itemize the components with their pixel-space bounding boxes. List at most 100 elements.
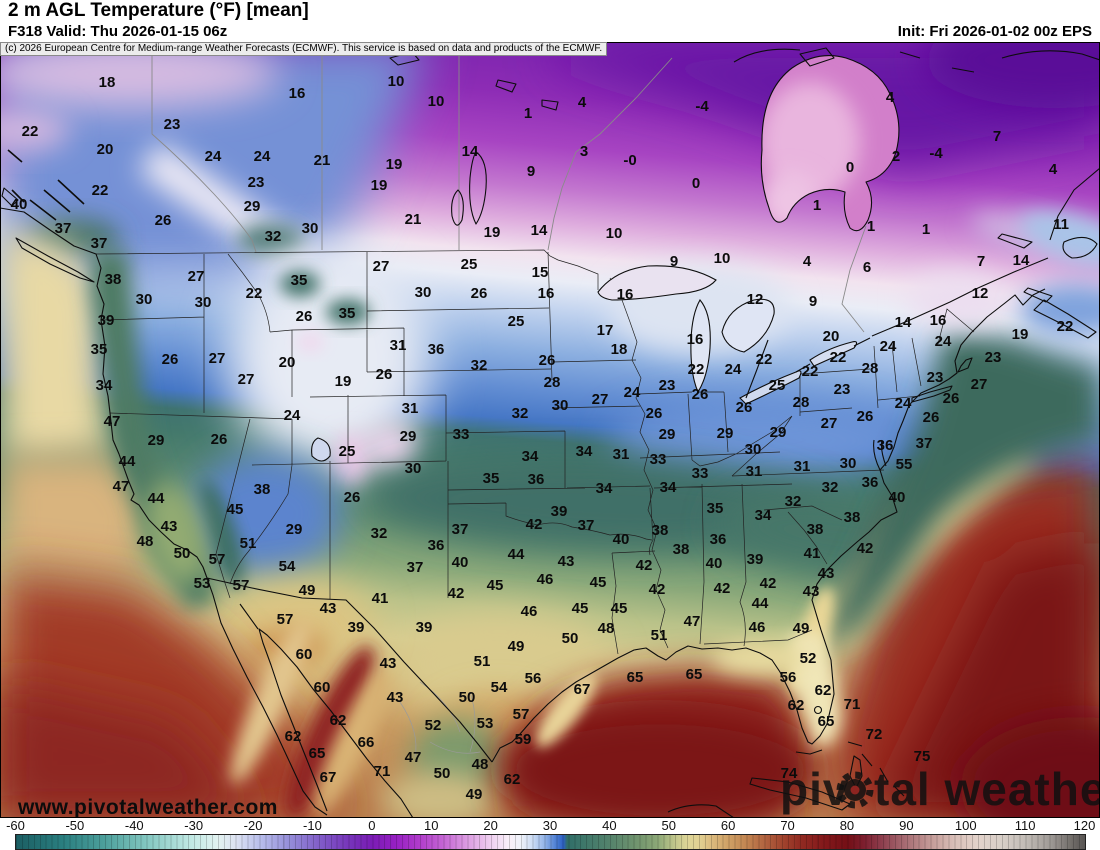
temp-label: 45 <box>227 501 244 518</box>
temp-label: 9 <box>670 253 678 270</box>
temp-label: 26 <box>692 386 709 403</box>
temp-label: 28 <box>862 360 879 377</box>
temp-label: -4 <box>929 145 943 162</box>
temp-label: 31 <box>402 400 419 417</box>
colorbar-tick-label: 120 <box>1073 818 1096 833</box>
temp-label: 31 <box>390 337 407 354</box>
temp-label: 22 <box>802 363 819 380</box>
temp-label: 42 <box>526 516 543 533</box>
colorbar-tick-label: -10 <box>303 818 322 833</box>
temp-label: 27 <box>821 415 838 432</box>
temp-label: 59 <box>515 731 532 748</box>
temp-label: 42 <box>857 540 874 557</box>
temp-label: 12 <box>972 285 989 302</box>
colorbar-tick-label: 60 <box>720 818 736 833</box>
temp-label: 65 <box>818 713 835 730</box>
temp-label: 6 <box>863 259 871 276</box>
temp-label: 49 <box>466 786 483 803</box>
watermarks: www.pivotalweather.com piv tal weather <box>17 763 1100 818</box>
temp-label: 43 <box>803 583 820 600</box>
temp-label: 14 <box>1013 252 1030 269</box>
temp-label: 37 <box>407 559 424 576</box>
temp-label: 51 <box>651 627 668 644</box>
temp-label: 22 <box>830 349 847 366</box>
temp-label: 32 <box>822 479 839 496</box>
temp-label: -0 <box>623 152 636 169</box>
temp-label: 43 <box>161 518 178 535</box>
temp-label: 29 <box>400 428 417 445</box>
temp-label: 4 <box>803 253 812 270</box>
colorbar-tick-label: 100 <box>954 818 977 833</box>
temp-label: 1 <box>524 105 532 122</box>
temp-label: 42 <box>714 580 731 597</box>
temp-label: 46 <box>537 571 554 588</box>
temp-label: 36 <box>428 341 445 358</box>
temp-label: 74 <box>781 765 798 782</box>
colorbar-tick-label: 110 <box>1014 818 1036 833</box>
temp-label: 65 <box>627 669 644 686</box>
temp-label: 42 <box>649 581 666 598</box>
gear-icon <box>836 771 874 809</box>
temp-label: 43 <box>380 655 397 672</box>
temp-label: 46 <box>749 619 766 636</box>
temp-label: 66 <box>358 734 375 751</box>
temp-label: 2 <box>892 148 900 165</box>
temp-label: 32 <box>785 493 802 510</box>
temp-label: 40 <box>889 489 906 506</box>
temp-label: 34 <box>96 377 113 394</box>
temp-label: 15 <box>532 264 549 281</box>
temp-label: 1 <box>867 218 875 235</box>
temp-label: 20 <box>97 141 114 158</box>
temp-label: 42 <box>636 557 653 574</box>
temp-label: 30 <box>415 284 432 301</box>
temp-label: 26 <box>471 285 488 302</box>
temp-label: 14 <box>895 314 912 331</box>
temp-label: 26 <box>155 212 172 229</box>
temp-label: 24 <box>880 338 897 355</box>
temp-label: 30 <box>302 220 319 237</box>
temp-label: 16 <box>538 285 555 302</box>
temp-label: 62 <box>285 728 302 745</box>
temp-label: 23 <box>985 349 1002 366</box>
temp-label: 18 <box>99 74 116 91</box>
temp-label: 26 <box>296 308 313 325</box>
temp-label: 22 <box>22 123 39 140</box>
temp-label: 39 <box>551 503 568 520</box>
temp-label: 37 <box>578 517 595 534</box>
temp-label: 56 <box>525 670 542 687</box>
temp-label: 1 <box>922 221 930 238</box>
temp-label: 26 <box>943 390 960 407</box>
temp-label: 52 <box>800 650 817 667</box>
temp-label: 21 <box>405 211 422 228</box>
temp-label: 30 <box>552 397 569 414</box>
temp-label: 35 <box>339 305 356 322</box>
temp-label: 26 <box>344 489 361 506</box>
temp-label: 45 <box>611 600 628 617</box>
temp-label: 41 <box>804 545 821 562</box>
temp-label: 22 <box>756 351 773 368</box>
temp-label: 44 <box>752 595 769 612</box>
temp-label: 67 <box>320 769 337 786</box>
temp-label: 60 <box>296 646 313 663</box>
temp-label: 24 <box>935 333 952 350</box>
temp-label: 51 <box>240 535 257 552</box>
temp-label: 75 <box>914 748 931 765</box>
temp-label: 35 <box>91 341 108 358</box>
temp-label: 26 <box>211 431 228 448</box>
temp-label: 24 <box>254 148 271 165</box>
temp-label: 34 <box>576 443 593 460</box>
temp-label: 32 <box>371 525 388 542</box>
temp-label: 3 <box>580 143 588 160</box>
header: 2 m AGL Temperature (°F) [mean] F318 Val… <box>0 0 1100 42</box>
temp-label: 29 <box>659 426 676 443</box>
temp-label: 54 <box>491 679 508 696</box>
temp-label: 22 <box>688 361 705 378</box>
temp-label: 47 <box>405 749 422 766</box>
temp-label: 38 <box>807 521 824 538</box>
temp-label: 57 <box>233 577 250 594</box>
temp-label: 16 <box>617 286 634 303</box>
temp-label: 25 <box>461 256 478 273</box>
temp-label: 49 <box>793 620 810 637</box>
temp-label: 57 <box>209 551 226 568</box>
